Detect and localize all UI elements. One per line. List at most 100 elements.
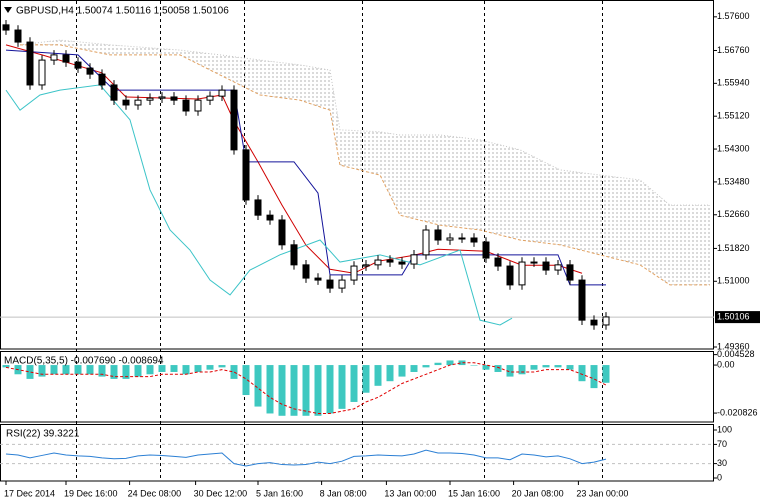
macd-bar [98,365,106,377]
candle-body [386,259,394,263]
macd-panel-frame [0,351,714,423]
candle-body [86,67,94,75]
y-tick-label: 1.55120 [717,111,750,121]
senkou-span-a [20,44,711,286]
macd-signal [5,362,607,414]
candle-body [530,261,538,264]
candle-body [566,264,574,281]
candle-body [38,59,46,86]
candle-body [434,229,442,241]
macd-bar [158,365,166,372]
rsi-panel-frame [0,424,714,482]
y-tick-label: 0.004528 [717,349,755,359]
candle-body [134,99,142,106]
macd-bar [302,365,310,416]
candle-body [182,99,190,112]
macd-bar [218,365,226,368]
macd-bar [542,365,550,368]
macd-bar [374,365,382,386]
macd-bar [134,365,142,377]
candle-body [314,277,322,281]
candle-body [230,89,238,151]
macd-bar [434,362,442,366]
macd-bar [110,365,118,379]
macd-bar [566,365,574,370]
y-tick-label: 1.55940 [717,78,750,88]
candle-body [98,73,106,86]
candle-body [26,41,34,86]
macd-bar [38,365,46,377]
candle-body [518,261,526,286]
macd-bar [122,365,130,379]
candle-body [542,261,550,271]
macd-bar [554,365,562,368]
candle-body [578,279,586,321]
candle-body [218,89,226,97]
macd-bar [266,365,274,414]
macd-bar [194,365,202,372]
candle-body [278,219,286,246]
macd-bar [242,365,250,396]
candle-body [74,61,82,69]
indicator-line [5,84,513,326]
macd-bar [182,365,190,375]
rsi-label: RSI(22) 39.3221 [6,429,80,440]
x-tick-label: 5 Jan 16:00 [256,488,303,498]
macd-bar [458,360,466,366]
x-tick-label: 30 Dec 12:00 [194,488,248,498]
macd-bar [254,365,262,407]
macd-label: MACD(5,35,5) -0.007690 -0.008694 [4,356,164,367]
x-tick-label: 15 Jan 16:00 [448,488,500,498]
rsi-line [5,449,607,467]
macd-bar [446,360,454,366]
candle-body [266,214,274,221]
macd-bar [362,365,370,393]
candle-body [206,95,214,101]
macd-bar [410,365,418,372]
plot-layer: 1.57600 1.56760 1.55940 1.55120 1.54300 1.534… [0,11,760,498]
senkou-span-b [19,39,711,206]
x-tick-label: 13 Jan 00:00 [384,488,436,498]
panel-frames [0,0,714,482]
candle-body [338,279,346,289]
y-tick-label: 1.54300 [717,143,750,153]
candle-body [254,199,262,216]
chart-title: GBPUSD,H4 1.50074 1.50116 1.50058 1.5010… [16,6,229,17]
ichimoku-cloud [20,40,711,285]
last-price-label: 1.50106 [717,311,750,321]
macd-bar [230,365,238,379]
macd-bar [518,365,526,375]
candle-body [590,319,598,326]
candle-body [446,237,454,241]
macd-bar [530,365,538,370]
y-tick-label: 1.51000 [717,276,750,286]
macd-bar [482,365,490,370]
candle-body [158,96,166,99]
macd-bar [386,365,394,382]
macd-bar [602,365,610,383]
candle-body [194,99,202,112]
macd-bar [326,365,334,414]
macd-bar [470,365,478,366]
candle-body [398,261,406,265]
x-tick-label: 8 Jan 08:00 [320,488,367,498]
macd-bar [338,365,346,409]
y-tick-label: -0.020826 [717,407,758,417]
x-tick-label: 19 Dec 16:00 [64,488,118,498]
macd-bar [494,365,502,372]
x-tick-label: 17 Dec 2014 [4,488,55,498]
macd-bar [290,365,298,416]
macd-bar [398,365,406,377]
candle-body [362,264,370,267]
y-tick-label: 1.49360 [717,341,750,351]
macd-bar [74,365,82,375]
macd-bar [350,365,358,402]
candle-body [422,229,430,256]
macd-bar [506,365,514,377]
candle-body [326,279,334,289]
y-tick-label: 0 [717,472,722,482]
candle-body [242,149,250,201]
macd-bar [422,365,430,368]
macd-bar [314,365,322,416]
